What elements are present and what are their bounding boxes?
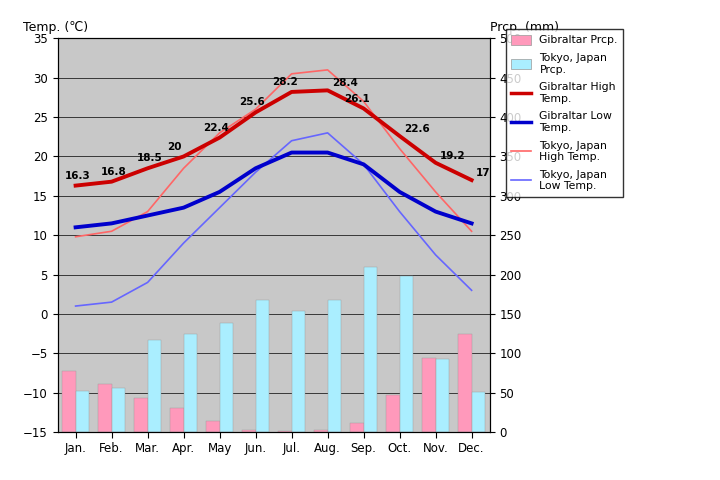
Bar	[278, 431, 292, 432]
Text: 17: 17	[476, 168, 490, 178]
Text: 16.8: 16.8	[101, 167, 126, 177]
Bar	[400, 276, 413, 432]
Bar	[112, 388, 125, 432]
Bar	[386, 395, 400, 432]
Bar	[350, 423, 364, 432]
Bar	[148, 340, 161, 432]
Text: Prcp. (mm): Prcp. (mm)	[490, 22, 559, 35]
Text: Temp. (℃): Temp. (℃)	[23, 22, 88, 35]
Text: 22.6: 22.6	[404, 124, 430, 134]
Bar	[458, 335, 472, 432]
Bar	[98, 384, 112, 432]
Bar	[134, 398, 148, 432]
Bar	[314, 431, 328, 432]
Bar	[436, 359, 449, 432]
Bar	[242, 431, 256, 432]
Bar	[170, 408, 184, 432]
Bar	[76, 391, 89, 432]
Bar	[422, 358, 436, 432]
Text: 28.2: 28.2	[272, 77, 298, 87]
Text: 26.1: 26.1	[344, 94, 370, 104]
Text: 16.3: 16.3	[65, 171, 90, 180]
Bar	[328, 300, 341, 432]
Bar	[472, 392, 485, 432]
Bar	[206, 421, 220, 432]
Text: 28.4: 28.4	[332, 78, 358, 88]
Text: 20: 20	[167, 142, 181, 152]
Bar	[292, 311, 305, 432]
Text: 19.2: 19.2	[440, 151, 465, 161]
Bar	[62, 371, 76, 432]
Bar	[220, 324, 233, 432]
Text: 22.4: 22.4	[203, 123, 229, 132]
Bar	[364, 267, 377, 432]
Legend: Gibraltar Prcp., Tokyo, Japan
Prcp., Gibraltar High
Temp., Gibraltar Low
Temp., : Gibraltar Prcp., Tokyo, Japan Prcp., Gib…	[506, 29, 624, 197]
Text: 25.6: 25.6	[239, 97, 265, 108]
Bar	[256, 300, 269, 432]
Bar	[184, 334, 197, 432]
Text: 18.5: 18.5	[137, 153, 162, 163]
